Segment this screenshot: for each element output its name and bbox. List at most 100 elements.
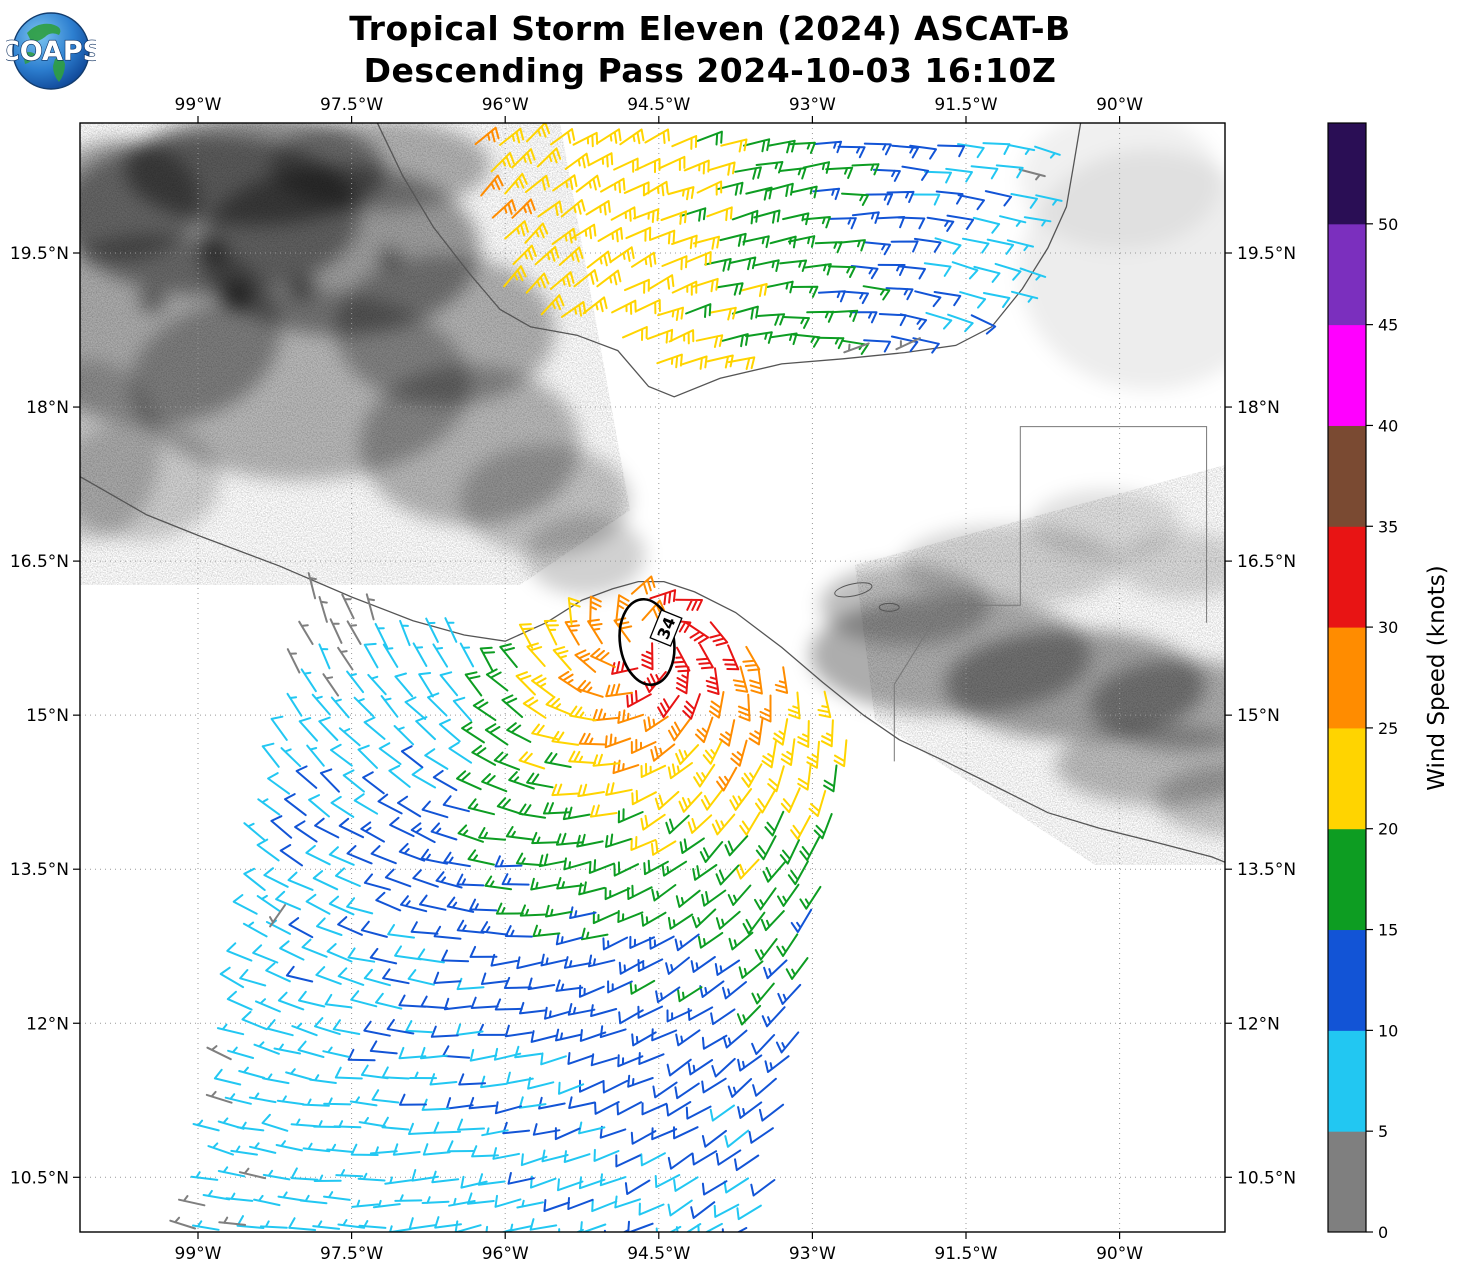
wind-barb <box>1007 144 1036 155</box>
wind-barb <box>734 166 762 180</box>
wind-barb <box>564 620 580 646</box>
wind-barb <box>766 280 794 294</box>
y-tick-label-left: 15°N <box>26 706 69 726</box>
wind-barb <box>643 715 669 733</box>
wind-barb <box>648 274 675 290</box>
wind-barb <box>375 891 402 912</box>
wind-barb <box>692 864 718 881</box>
wind-barb <box>790 908 813 933</box>
wind-barb <box>407 969 435 986</box>
wind-barb <box>709 621 729 647</box>
wind-barb <box>912 193 941 206</box>
wind-barb <box>600 177 626 194</box>
wind-barb <box>760 910 785 932</box>
wind-barb <box>817 690 832 719</box>
wind-barb <box>555 1028 583 1042</box>
wind-barb <box>328 846 355 866</box>
wind-barb <box>715 282 744 296</box>
wind-barb <box>891 144 920 159</box>
colorbar-tick-label: 20 <box>1378 820 1398 839</box>
wind-barb <box>696 180 723 196</box>
wind-barb <box>757 313 786 326</box>
wind-barb <box>518 623 535 649</box>
wind-barb <box>346 620 362 645</box>
wind-barb <box>759 694 772 723</box>
wind-barb <box>727 884 752 906</box>
terrain-blob <box>1115 533 1225 597</box>
wind-barb <box>690 956 716 973</box>
wind-barb <box>409 1071 438 1080</box>
wind-barb <box>505 826 534 841</box>
wind-barb <box>334 1066 363 1080</box>
wind-barb <box>456 770 482 791</box>
wind-barb <box>269 904 286 928</box>
wind-barb <box>736 1004 762 1026</box>
wind-barb <box>982 292 1011 308</box>
wind-barb <box>503 265 527 288</box>
wind-barb <box>878 313 907 327</box>
wind-barb <box>342 769 365 793</box>
wind-barb <box>494 855 523 868</box>
x-tick-label-top: 90°W <box>1096 95 1143 115</box>
wind-barb <box>804 263 832 276</box>
wind-barb <box>923 262 952 277</box>
wind-barb <box>841 290 869 305</box>
wind-barb <box>381 1116 410 1131</box>
wind-barb <box>1023 216 1052 227</box>
wind-barb <box>591 1199 618 1213</box>
wind-barb <box>335 867 361 887</box>
wind-barb <box>761 1006 786 1028</box>
wind-barb <box>337 1219 366 1229</box>
wind-barb <box>742 645 761 672</box>
wind-barb <box>722 644 740 671</box>
wind-barb <box>935 190 964 205</box>
wind-barb <box>353 696 375 717</box>
wind-barb <box>641 642 654 671</box>
wind-barb <box>728 256 757 271</box>
wind-barb <box>618 1009 644 1025</box>
wind-barb <box>369 947 398 965</box>
wind-barb <box>408 1217 437 1230</box>
wind-barb <box>389 816 415 838</box>
wind-barb <box>730 739 748 767</box>
y-tick-label-right: 16.5°N <box>1237 552 1296 572</box>
wind-barb <box>511 198 536 219</box>
wind-barb <box>808 790 827 817</box>
wind-barb <box>749 666 763 695</box>
wind-barb <box>616 1101 642 1116</box>
wind-barb <box>322 673 340 697</box>
wind-barb <box>629 935 655 949</box>
wind-barb <box>803 216 831 229</box>
terrain-blob <box>335 255 555 405</box>
wind-barb <box>863 339 891 353</box>
wind-barb <box>297 1040 325 1058</box>
x-tick-label-top: 93°W <box>789 95 836 115</box>
wind-barb <box>578 732 607 746</box>
wind-barb <box>638 1052 665 1065</box>
wind-barb <box>934 237 962 255</box>
wind-barb <box>674 933 700 952</box>
title-line-2: Descending Pass 2024-10-03 16:10Z <box>363 51 1057 90</box>
colorbar-segment <box>1328 324 1366 426</box>
wind-barb <box>627 1220 654 1232</box>
wind-barb <box>660 210 687 225</box>
wind-barb <box>380 695 399 718</box>
x-tick-label-top: 99°W <box>175 95 222 115</box>
wind-barb <box>909 144 937 160</box>
wind-barb <box>205 1090 233 1104</box>
wind-barb <box>493 1047 522 1061</box>
wind-barb <box>590 1053 618 1067</box>
wind-barb <box>843 342 870 354</box>
wind-barb <box>253 1194 281 1207</box>
wind-barb <box>529 1218 558 1231</box>
wind-barb <box>592 753 621 767</box>
wind-barb <box>360 821 385 843</box>
wind-barb <box>926 216 955 232</box>
wind-barb <box>301 1098 330 1107</box>
wind-barb <box>777 983 802 1005</box>
wind-barb <box>877 216 906 229</box>
wind-barb <box>492 1147 520 1160</box>
wind-barb <box>769 332 798 346</box>
wind-barb <box>267 772 291 795</box>
wind-barb <box>262 1073 290 1085</box>
